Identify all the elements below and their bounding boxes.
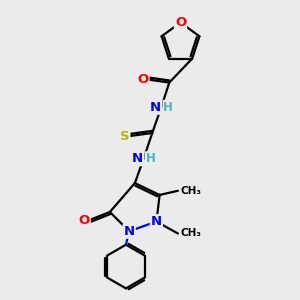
Text: N: N [150, 101, 161, 114]
Text: CH₃: CH₃ [181, 186, 202, 196]
Text: O: O [175, 16, 186, 29]
Text: N: N [151, 215, 162, 228]
Text: H: H [146, 152, 156, 165]
Text: CH₃: CH₃ [181, 229, 202, 238]
Text: S: S [120, 130, 129, 143]
Text: N: N [124, 225, 135, 238]
Text: O: O [79, 214, 90, 227]
Text: H: H [164, 101, 173, 114]
Text: N: N [132, 152, 143, 165]
Text: O: O [137, 73, 148, 86]
